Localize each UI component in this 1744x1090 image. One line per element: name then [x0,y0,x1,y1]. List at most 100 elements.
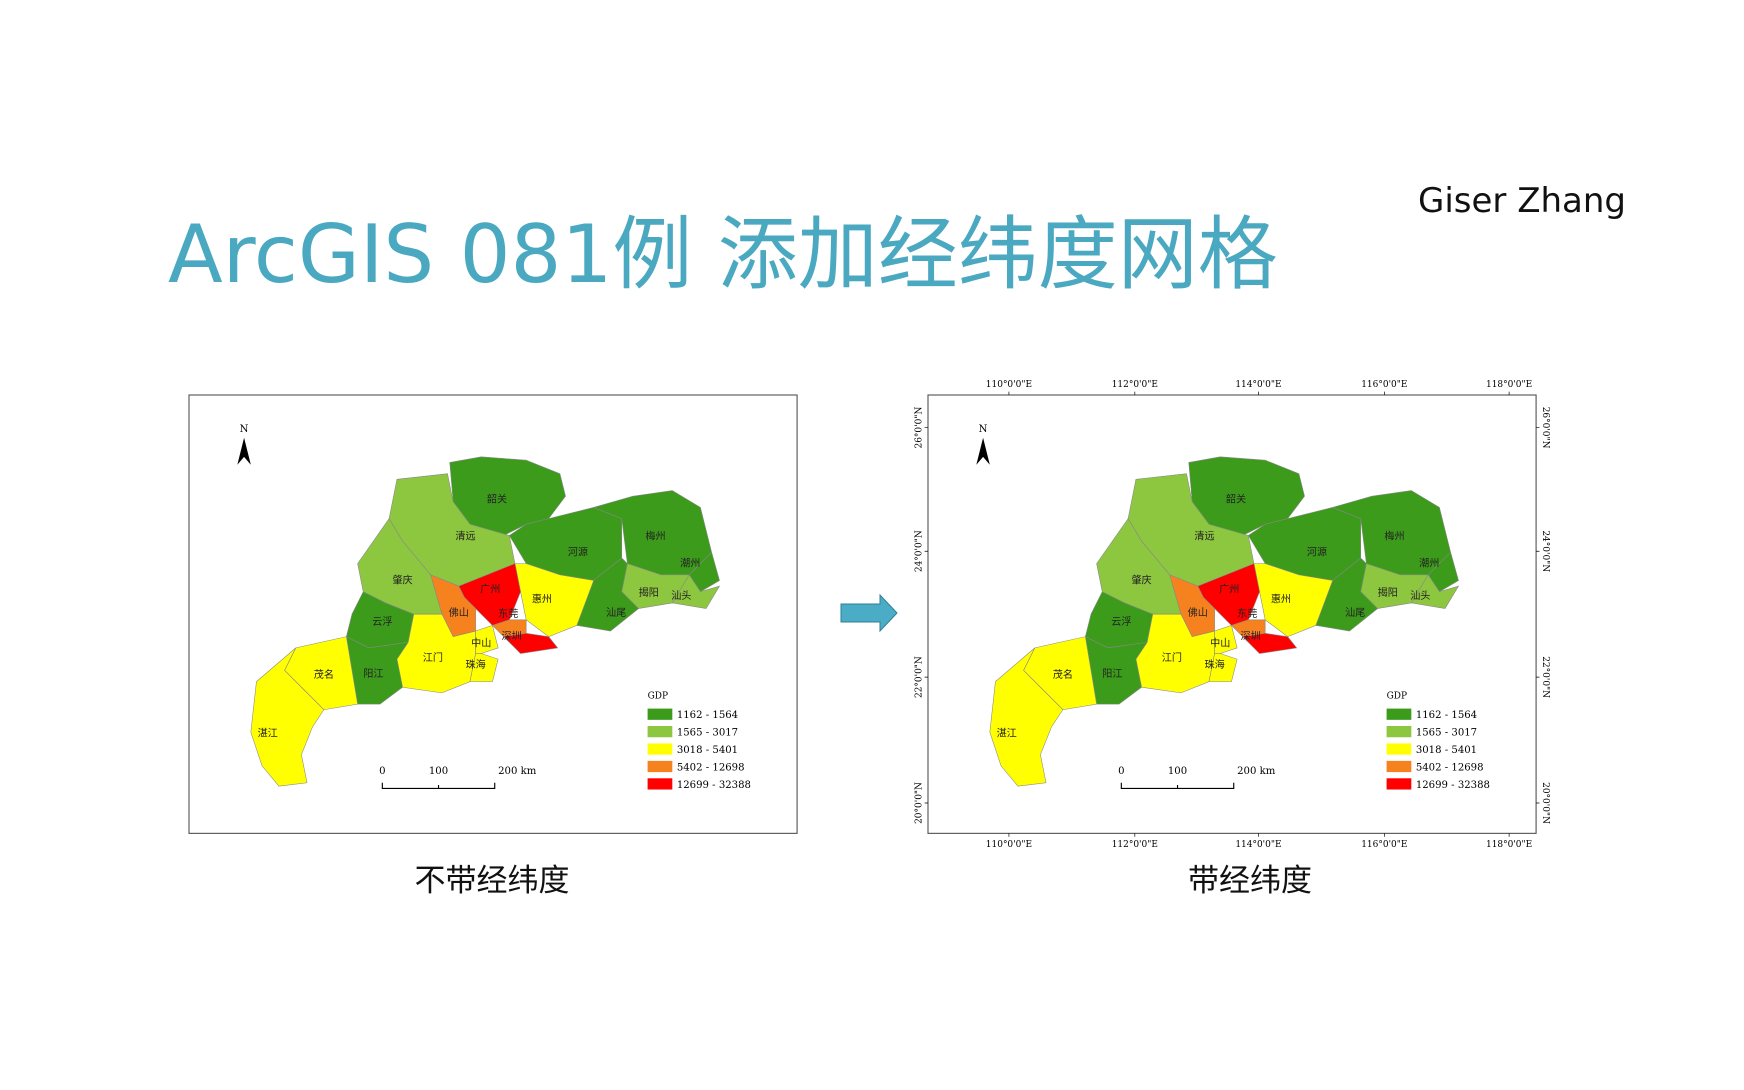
lat-label: 26°0'0"N [914,407,924,449]
author: Giser Zhang [1418,181,1626,221]
city-label: 江门 [423,651,443,664]
city-label: 韶关 [1226,493,1246,506]
city-label: 阳江 [1102,668,1122,680]
lat-label: 24°0'0"N [1540,530,1550,572]
city-region [1242,633,1298,654]
scale-label: 0 [379,766,385,777]
legend-label: 5402 - 12698 [677,762,745,773]
city-label: 揭阳 [639,586,659,599]
city-label: 深圳 [501,631,521,643]
legend-label: 3018 - 5401 [677,745,738,756]
city-label: 梅州 [1384,530,1404,543]
city-label: 韶关 [487,493,507,506]
city-label: 茂名 [314,668,334,681]
lat-label: 22°0'0"N [914,656,924,698]
city-label: 潮州 [1419,557,1439,570]
lon-label: 112°0'0"E [1112,840,1158,850]
lat-label: 26°0'0"N [1540,407,1550,449]
city-region [1208,653,1238,682]
scale-label: 100 [1168,766,1187,777]
city-label: 湛江 [258,727,278,739]
city-label: 肇庆 [392,573,412,586]
lon-label: 116°0'0"E [1361,380,1407,390]
north-arrow [237,437,251,465]
city-label: 河源 [568,545,588,558]
city-label: 湛江 [997,727,1017,739]
city-label: 潮州 [680,557,700,570]
city-region [1410,574,1460,609]
city-region [1214,625,1238,654]
scale-label: 200 km [1237,766,1276,777]
city-label: 汕尾 [1345,607,1365,619]
lat-label: 20°0'0"N [1540,782,1550,824]
city-region [1253,563,1334,637]
city-label: 中山 [471,636,491,649]
city-label: 东莞 [1237,607,1257,620]
scale-bar [381,782,496,789]
lat-label: 24°0'0"N [914,530,924,572]
city-label: 阳江 [363,668,383,680]
legend-swatch [647,778,673,790]
city-label: 汕头 [1410,590,1430,602]
city-region [671,574,721,609]
legend-title: GDP [648,691,668,701]
city-region [250,647,325,787]
legend-swatch [1386,778,1412,790]
legend-label: 1162 - 1564 [1416,710,1477,721]
legend-label: 12699 - 32388 [677,780,751,791]
legend-swatch [647,760,673,773]
city-label: 汕头 [671,590,691,602]
legend-swatch [647,726,673,738]
city-label: 广州 [1219,583,1239,595]
city-label: 广州 [480,583,500,595]
legend-swatch [1386,726,1412,738]
legend-label: 1565 - 3017 [677,728,738,739]
city-label: 清远 [455,530,475,543]
lon-label: 114°0'0"E [1235,840,1281,850]
city-label: 珠海 [466,658,486,671]
lon-label: 114°0'0"E [1235,380,1281,390]
scale-label: 200 km [498,766,537,777]
scale-bar [1120,782,1235,789]
scale-label: 0 [1118,766,1124,777]
city-label: 云浮 [1111,616,1131,628]
city-label: 佛山 [449,606,469,619]
lon-label: 118°0'0"E [1486,840,1532,850]
city-label: 肇庆 [1131,573,1151,586]
legend-swatch [1386,760,1412,773]
city-label: 河源 [1307,545,1327,558]
north-label: N [979,424,988,435]
north-arrow [976,437,990,465]
city-label: 揭阳 [1378,586,1398,599]
lon-label: 118°0'0"E [1486,380,1532,390]
city-label: 中山 [1210,636,1230,649]
city-label: 汕尾 [606,607,626,619]
city-label: 茂名 [1053,668,1073,681]
lat-label: 20°0'0"N [914,782,924,824]
city-region [469,653,499,682]
city-label: 清远 [1194,530,1214,543]
legend-label: 3018 - 5401 [1416,745,1477,756]
legend-swatch [647,708,673,720]
city-label: 云浮 [372,616,392,628]
lat-label: 22°0'0"N [1540,656,1550,698]
city-label: 惠州 [532,593,552,606]
north-label: N [240,424,249,435]
lon-label: 110°0'0"E [986,840,1032,850]
city-label: 佛山 [1188,606,1208,619]
city-region [576,557,640,632]
city-region [475,625,499,654]
city-label: 梅州 [645,530,665,543]
legend-label: 5402 - 12698 [1416,762,1484,773]
city-region [1315,557,1379,632]
legend-swatch [1386,743,1412,755]
caption: 带经纬度 [1188,863,1312,899]
city-region [989,647,1064,787]
lon-label: 112°0'0"E [1112,380,1158,390]
city-label: 东莞 [498,607,518,620]
legend-label: 1565 - 3017 [1416,728,1477,739]
lon-label: 110°0'0"E [986,380,1032,390]
